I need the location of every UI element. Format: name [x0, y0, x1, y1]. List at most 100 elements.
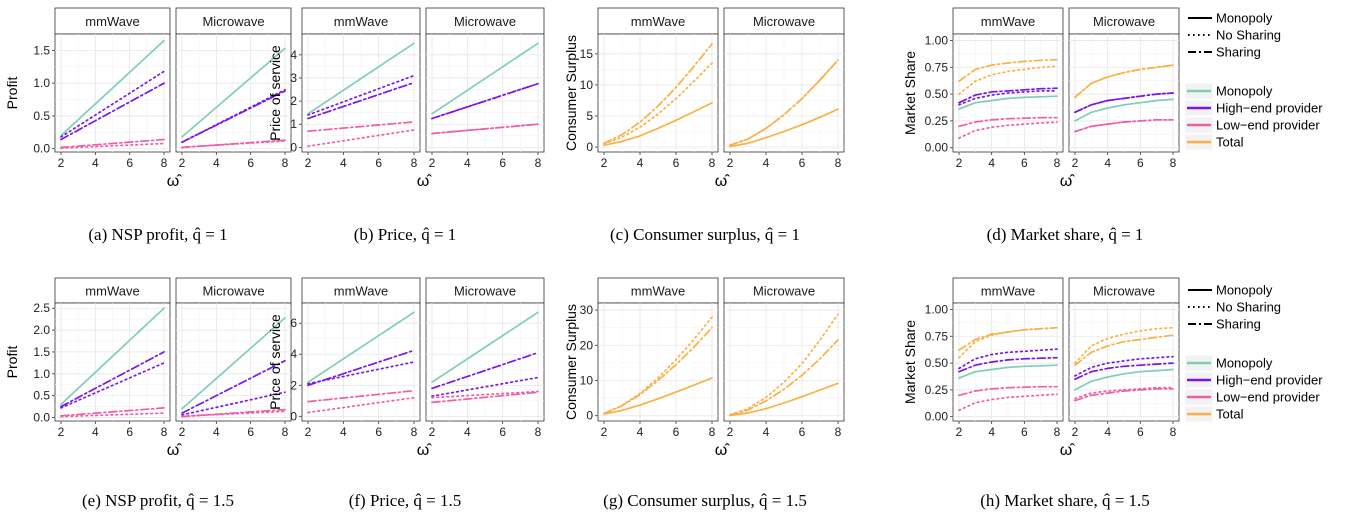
- y-tick-label: 6: [290, 316, 297, 330]
- x-tick-label: 4: [763, 425, 770, 439]
- panel-caption: (f) Price, q̂ = 1.5: [349, 491, 462, 510]
- legend-label: Sharing: [1216, 45, 1261, 60]
- y-tick-label: 0.25: [925, 383, 949, 397]
- x-tick-label: 2: [179, 156, 186, 170]
- facet-mmwave: mmWave 2 4 6 8 0.0 0.5 1.0 1.5: [33, 7, 171, 170]
- legend-label: Monopoly: [1216, 84, 1273, 99]
- x-tick-label: 8: [709, 425, 716, 439]
- y-tick-label: 2.0: [33, 323, 50, 337]
- legend-label: Monopoly: [1216, 356, 1273, 371]
- series-line: [1074, 92, 1174, 114]
- series-line: [958, 95, 1058, 110]
- facet-mmwave: mmWave 2 4 6 8 0 5 10 15: [580, 7, 719, 170]
- facet-strip: [54, 7, 171, 35]
- x-tick-label: 8: [1054, 156, 1061, 170]
- series-line: [958, 87, 1058, 104]
- facet-strip-label: Microwave: [1093, 14, 1155, 29]
- facet-strip: [175, 7, 292, 35]
- series-line: [307, 129, 415, 148]
- legend-label: Sharing: [1216, 317, 1261, 332]
- x-tick-label: 8: [161, 425, 168, 439]
- x-tick-label: 8: [282, 156, 289, 170]
- y-axis-title: Market Share: [902, 320, 918, 404]
- series-line: [958, 356, 1058, 373]
- x-tick-label: 4: [464, 156, 471, 170]
- legend-label: No Sharing: [1216, 28, 1281, 43]
- x-tick-label: 4: [988, 156, 995, 170]
- x-tick-label: 4: [988, 425, 995, 439]
- panel-h: mmWave 2 4 6 8 0.00 0.25 0.50 0.75 1.00 Microwave 2…: [902, 277, 1180, 510]
- series-line: [958, 116, 1058, 128]
- series-line: [958, 385, 1058, 397]
- y-tick-label: 5: [586, 109, 593, 123]
- panel-a: mmWave 2 4 6 8 0.0 0.5 1.0 1.5 Microwave 2 4 6 8 Profi…: [4, 7, 292, 244]
- series-line: [307, 42, 415, 115]
- facet-strip: [952, 277, 1064, 304]
- x-tick-label: 4: [340, 156, 347, 170]
- y-axis-title: Profit: [4, 346, 20, 379]
- series-line: [307, 361, 415, 385]
- x-tick-label: 2: [956, 156, 963, 170]
- x-tick-label: 2: [601, 425, 608, 439]
- x-tick-label: 2: [429, 156, 436, 170]
- x-tick-label: 4: [464, 425, 471, 439]
- series-line: [603, 62, 713, 145]
- series-line: [60, 307, 165, 406]
- facet-strip: [1068, 7, 1180, 35]
- x-tick-label: 2: [58, 156, 65, 170]
- x-tick-label: 6: [499, 425, 506, 439]
- series-line: [307, 121, 415, 133]
- facet-mmwave: mmWave 2 4 6 8 0.00 0.25 0.50 0.75 1.00: [925, 7, 1064, 170]
- series-line: [1074, 386, 1174, 400]
- x-tick-label: 6: [375, 156, 382, 170]
- facet-strip-label: Microwave: [202, 284, 264, 299]
- legend-label: Monopoly: [1216, 11, 1273, 26]
- facet-strip-label: mmWave: [334, 14, 388, 29]
- x-tick-label: 4: [340, 425, 347, 439]
- legend-label: High−end provider: [1216, 101, 1323, 116]
- facet-strip: [1068, 277, 1180, 304]
- series-line: [729, 382, 839, 417]
- x-tick-label: 8: [1170, 156, 1177, 170]
- x-axis-title: ω̂: [167, 442, 182, 459]
- series-line: [181, 90, 286, 144]
- series-line: [1074, 64, 1174, 99]
- facet-mmwave: mmWave 2 4 6 8 0.0 0.5 1.0 1.5 2.0 2.5: [33, 277, 171, 439]
- facet-strip-label: mmWave: [85, 14, 139, 29]
- facet-strip-label: Microwave: [753, 284, 815, 299]
- series-line: [60, 138, 165, 149]
- x-tick-label: 4: [1104, 156, 1111, 170]
- facet-strip: [301, 7, 421, 35]
- y-tick-label: 15: [580, 47, 594, 61]
- y-axis-title: Consumer Surplus: [563, 304, 579, 420]
- series-line: [603, 316, 713, 415]
- x-axis-title: ω̂: [417, 173, 432, 190]
- facet-strip: [425, 277, 545, 304]
- series-line: [603, 102, 713, 147]
- x-tick-label: 4: [92, 425, 99, 439]
- x-tick-label: 8: [161, 156, 168, 170]
- y-tick-label: 30: [580, 303, 594, 317]
- y-tick-label: 1.00: [925, 33, 949, 47]
- x-tick-label: 2: [179, 425, 186, 439]
- series-line: [307, 74, 415, 116]
- panel-caption: (c) Consumer surplus, q̂ = 1: [610, 225, 800, 244]
- facet-strip-label: Microwave: [454, 14, 516, 29]
- legend-label: High−end provider: [1216, 373, 1323, 388]
- y-tick-label: 0: [586, 140, 593, 154]
- series-line: [1074, 118, 1174, 133]
- y-tick-label: 0.0: [33, 411, 50, 425]
- facet-strip: [952, 7, 1064, 35]
- x-tick-label: 8: [835, 156, 842, 170]
- series-line: [181, 140, 286, 149]
- x-tick-label: 6: [673, 425, 680, 439]
- facet-strip-label: mmWave: [981, 14, 1035, 29]
- x-tick-label: 6: [673, 156, 680, 170]
- series-line: [1074, 326, 1174, 364]
- x-tick-label: 6: [799, 156, 806, 170]
- y-tick-label: 0.75: [925, 60, 949, 74]
- y-tick-label: 4: [290, 347, 297, 361]
- legend-label: Total: [1216, 135, 1244, 150]
